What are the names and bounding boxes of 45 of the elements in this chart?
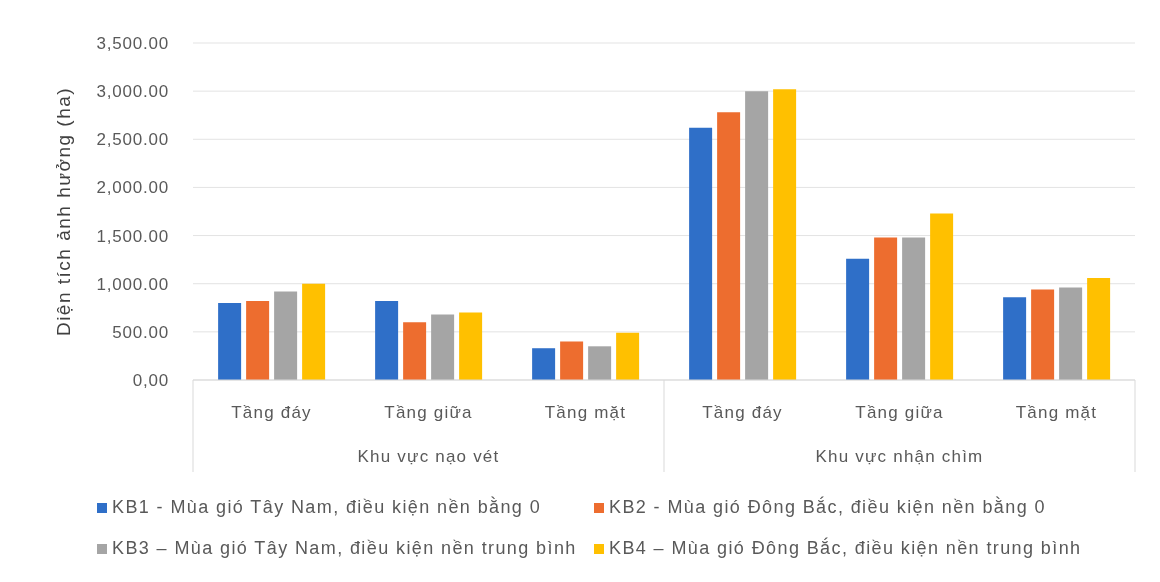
y-tick-label: 0,00 [132,371,169,391]
x-tick-label: Tầng giữa [384,403,473,422]
legend-label: KB3 – Mùa gió Tây Nam, điều kiện nền trung bình [112,538,577,559]
x-tick-label: Tầng mặt [544,403,627,422]
y-tick-label: 500.00 [112,322,169,342]
bar [874,237,898,380]
bar [689,127,713,380]
bar [459,312,483,380]
y-tick-label: 3,000.00 [96,82,169,102]
bar [274,291,298,380]
legend-label: KB1 - Mùa gió Tây Nam, điều kiện nền bằng 0 [112,497,542,518]
bar [560,341,584,380]
bar [1003,297,1027,380]
bar [375,301,399,380]
bar [588,346,612,380]
x-tick-label: Tầng mặt [1015,403,1098,422]
bar [218,302,242,380]
y-axis-title: Diện tích ảnh hưởng (ha) [52,86,74,337]
bar [403,322,427,380]
bar [1031,289,1055,380]
bar [532,348,556,380]
bar [246,301,270,380]
legend-label: KB2 - Mùa gió Đông Bắc, điều kiện nền bằng 0 [609,497,1046,518]
y-tick-label: 2,500.00 [96,130,169,150]
bar [431,314,455,380]
bar [616,332,640,380]
y-tick-label: 3,500.00 [96,34,169,54]
y-tick-label: 1,000.00 [96,274,169,294]
x-tick-label: Tầng đáy [702,403,783,422]
bar [1087,277,1111,380]
y-tick-label: 1,500.00 [96,226,169,246]
x-tick-label: Tầng đáy [231,403,312,422]
bar [846,258,870,380]
text: Khu vực nhận chìm [815,447,984,466]
bar [773,89,797,380]
bar [902,237,926,380]
bar [302,283,326,380]
bar [745,91,769,380]
bar [717,112,741,380]
bar [930,213,954,380]
bar [1059,287,1083,380]
text: Khu vực nạo vét [357,447,500,466]
y-tick-label: 2,000.00 [96,178,169,198]
x-tick-label: Tầng giữa [855,403,944,422]
legend-label: KB4 – Mùa gió Đông Bắc, điều kiện nền trung bình [609,538,1082,559]
